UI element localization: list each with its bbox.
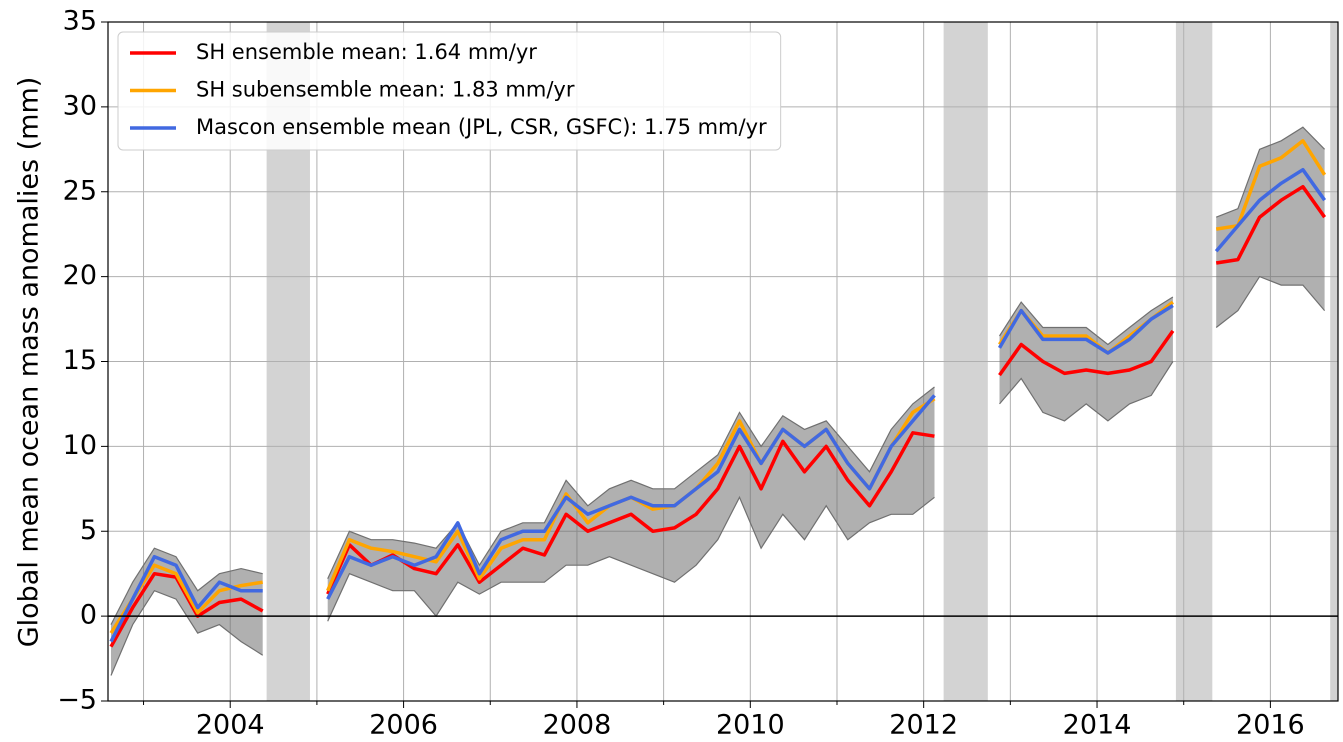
- ensemble-edge: [110, 126, 1326, 625]
- y-tick-label: −5: [57, 685, 97, 716]
- x-tick-label: 2012: [889, 710, 958, 741]
- legend-label: SH subensemble mean: 1.83 mm/yr: [196, 78, 575, 102]
- legend: SH ensemble mean: 1.64 mm/yr SH subensemb…: [117, 31, 782, 151]
- legend-box: [117, 31, 782, 151]
- y-axis-label: Global mean ocean mass anomalies (mm): [14, 77, 45, 648]
- legend-label: SH ensemble mean: 1.64 mm/yr: [196, 40, 537, 64]
- plot-frame: [107, 21, 1339, 702]
- legend-label: Mascon ensemble mean (JPL, CSR, GSFC): 1…: [196, 115, 767, 139]
- x-tick-label: 2006: [369, 710, 438, 741]
- y-tick-label: 20: [63, 260, 97, 291]
- y-tick-label: 35: [63, 6, 97, 37]
- x-tick-label: 2008: [543, 710, 612, 741]
- y-tick-label: 0: [80, 600, 97, 631]
- y-tick-label: 25: [63, 175, 97, 206]
- ensemble-band: [111, 127, 1325, 676]
- y-tick-label: 5: [80, 515, 97, 546]
- series-line: [109, 167, 1327, 643]
- x-tick-label: 2010: [716, 710, 785, 741]
- x-tick-label: 2016: [1236, 710, 1305, 741]
- y-tick-label: 10: [63, 430, 97, 461]
- x-tick-label: 2014: [1063, 710, 1132, 741]
- x-tick-label: 2004: [196, 710, 265, 741]
- y-tick-label: 15: [63, 345, 97, 376]
- y-tick-label: 30: [63, 90, 97, 121]
